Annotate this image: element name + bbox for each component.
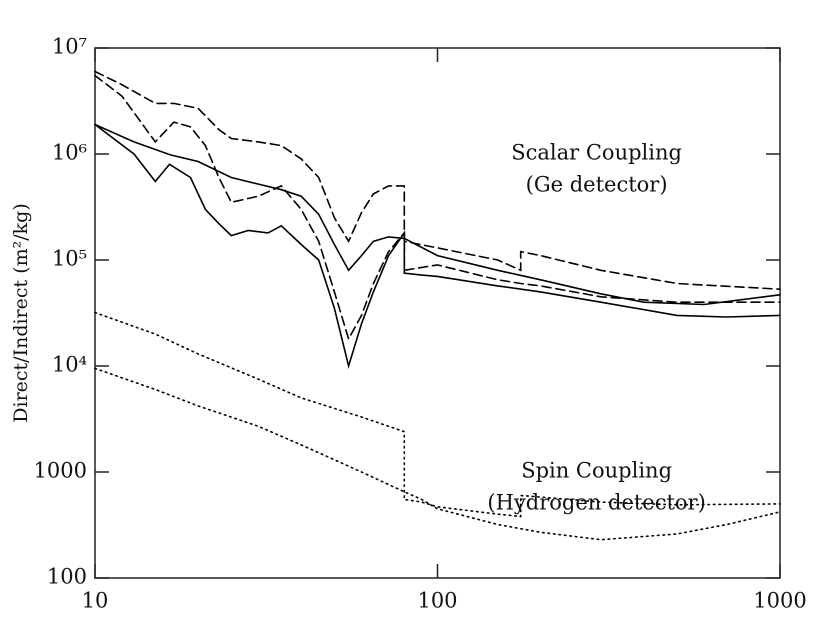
x-tick-label: 1000 bbox=[753, 589, 806, 613]
y-tick-label: 10⁷ bbox=[52, 35, 87, 59]
annotation: (Hydrogen detector) bbox=[487, 490, 705, 514]
series-line bbox=[94, 123, 781, 370]
y-tick-label: 10⁴ bbox=[52, 353, 87, 377]
annotation: Spin Coupling bbox=[521, 459, 672, 483]
y-tick-label: 100 bbox=[47, 565, 87, 589]
series-line bbox=[94, 70, 781, 290]
annotation: (Ge detector) bbox=[526, 172, 668, 196]
y-tick-label: 1000 bbox=[34, 459, 87, 483]
x-tick-label: 100 bbox=[417, 589, 457, 613]
series-line bbox=[94, 74, 781, 341]
y-axis-label: Direct/Indirect (m²/kg) bbox=[10, 203, 32, 422]
x-tick-label: 10 bbox=[82, 589, 109, 613]
y-tick-label: 10⁵ bbox=[52, 247, 87, 271]
y-tick-label: 10⁶ bbox=[52, 141, 87, 165]
series-line bbox=[94, 311, 781, 518]
series-line bbox=[94, 367, 781, 541]
annotation: Scalar Coupling bbox=[511, 141, 682, 165]
